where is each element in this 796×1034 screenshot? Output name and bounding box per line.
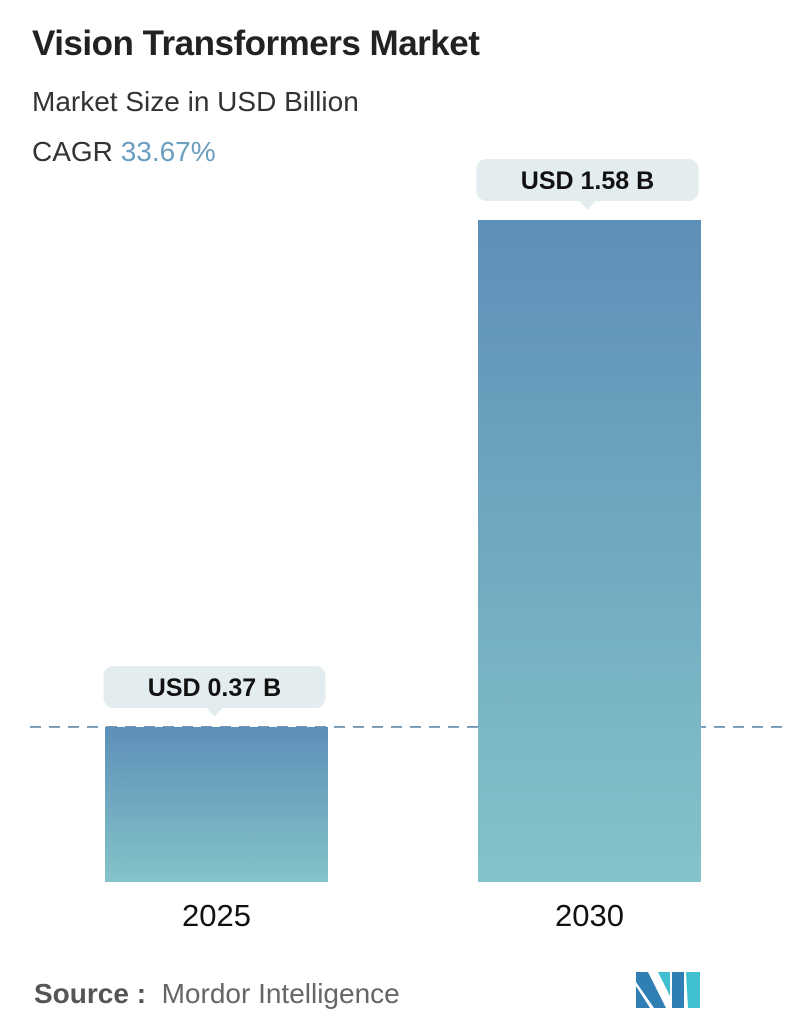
data-label: USD 1.58 B [521,167,654,195]
mordor-intelligence-logo [636,972,700,1008]
cagr: CAGR 33.67% [32,136,216,168]
bar-2025 [105,726,328,882]
source-value: Mordor Intelligence [161,978,400,1009]
chart-title: Vision Transformers Market [32,24,480,63]
cagr-label: CAGR [32,136,113,167]
data-label-pointer [579,200,596,210]
x-tick-label: 2030 [555,898,624,933]
data-label-pointer [206,707,223,717]
x-tick-label: 2025 [182,898,251,933]
data-label-box [476,158,699,201]
source-label: Source : [34,978,147,1009]
data-label-box [103,665,326,708]
source: Source : Mordor Intelligence [34,978,400,1010]
chart-subtitle: Market Size in USD Billion [32,86,359,117]
data-label: USD 0.37 B [148,674,281,702]
cagr-value: 33.67% [120,136,216,167]
bar-2030 [478,219,701,883]
